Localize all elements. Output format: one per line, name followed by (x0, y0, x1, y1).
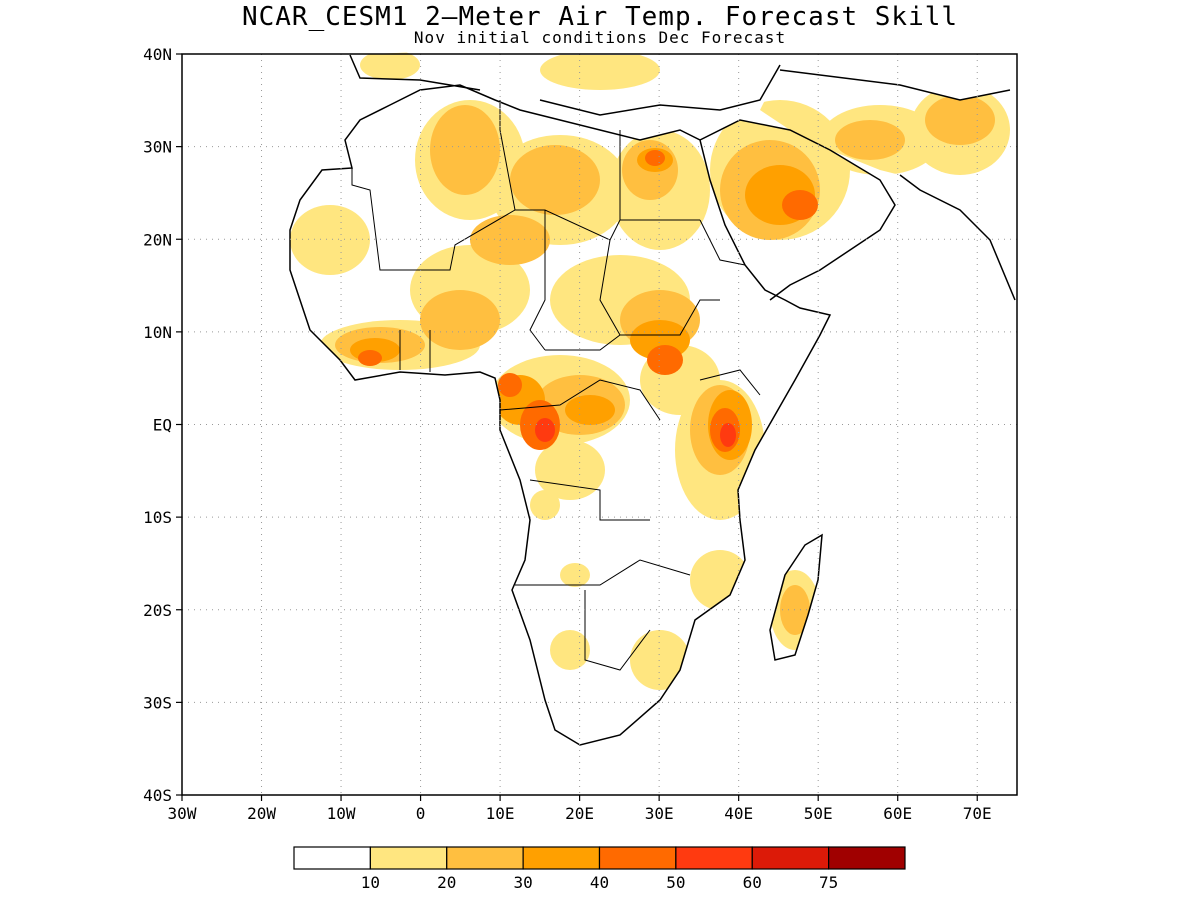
y-tick-label: 10S (143, 508, 172, 527)
colorbar-swatch (598, 846, 677, 870)
x-tick-label: 10E (486, 804, 515, 823)
y-tick-label: 20S (143, 601, 172, 620)
x-tick-label: 20W (247, 804, 276, 823)
colorbar-swatch (675, 846, 753, 870)
colorbar-swatch (522, 846, 601, 870)
colorbar-label: 60 (743, 873, 762, 892)
y-tick-label: 10N (143, 323, 172, 342)
colorbar-swatch (446, 846, 524, 870)
colorbar: 10 20 30 40 50 60 75 (293, 846, 906, 892)
colorbar-label: 75 (819, 873, 838, 892)
x-tick-label: 40E (724, 804, 753, 823)
colorbar-swatch (828, 846, 906, 870)
x-tick-label: 50E (804, 804, 833, 823)
y-tick-label: 20N (143, 230, 172, 249)
y-tick-label: 30S (143, 693, 172, 712)
y-tick-label: EQ (153, 416, 172, 435)
colorbar-label: 40 (590, 873, 609, 892)
x-tick-label: 10W (327, 804, 356, 823)
colorbar-swatch (369, 846, 448, 870)
x-tick-label: 60E (883, 804, 912, 823)
y-tick-label: 40S (143, 786, 172, 805)
skill-shading (290, 52, 1010, 690)
colorbar-label: 20 (437, 873, 456, 892)
chart-title: NCAR_CESM1 2–Meter Air Temp. Forecast Sk… (241, 2, 959, 32)
colorbar-swatch (751, 846, 830, 870)
y-tick-label: 30N (143, 138, 172, 157)
colorbar-swatch (293, 846, 371, 870)
y-axis: 40N 30N 20N 10N EQ 10S 20S 30S 40S (143, 45, 182, 805)
x-tick-label: 30E (645, 804, 674, 823)
x-tick-label: 30W (168, 804, 197, 823)
chart-subtitle: Nov initial conditions Dec Forecast (413, 28, 787, 47)
colorbar-label: 50 (666, 873, 685, 892)
x-tick-label: 70E (963, 804, 992, 823)
colorbar-label: 10 (361, 873, 380, 892)
x-tick-label: 20E (565, 804, 594, 823)
x-tick-label: 0 (416, 804, 426, 823)
colorbar-label: 30 (513, 873, 532, 892)
x-axis: 30W 20W 10W 0 10E 20E 30E 40E 50E 60E 70E (168, 795, 992, 823)
y-tick-label: 40N (143, 45, 172, 64)
coastlines (289, 54, 1016, 746)
